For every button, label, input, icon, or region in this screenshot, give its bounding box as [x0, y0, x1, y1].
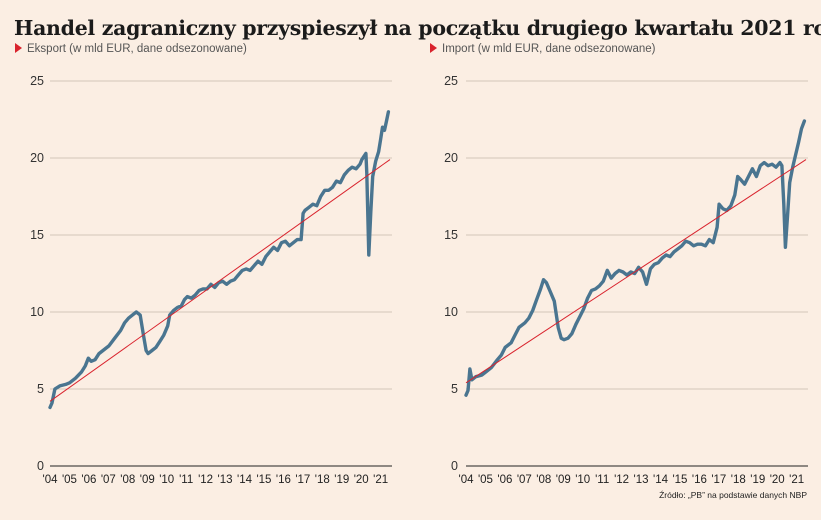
- export-trend-line: [49, 159, 391, 402]
- export-x-tick-label: '11: [179, 474, 193, 486]
- export-x-tick-label: '19: [334, 474, 349, 486]
- export-x-tick-label: '16: [276, 474, 291, 486]
- import-x-tick-label: '19: [750, 474, 765, 486]
- import-x-tick-label: '16: [692, 474, 707, 486]
- import-x-tick-label: '20: [770, 474, 785, 486]
- import-x-tick-label: '14: [653, 474, 669, 486]
- red-triangle-icon: [430, 43, 437, 53]
- export-x-tick-label: '04: [43, 474, 59, 486]
- export-y-tick-label: 10: [30, 305, 44, 319]
- export-x-tick-label: '07: [101, 474, 116, 486]
- export-y-tick-label: 25: [30, 74, 44, 88]
- export-subtitle: Eksport (w mld EUR, dane odsezonowane): [15, 43, 247, 55]
- import-y-tick-label: 0: [451, 459, 458, 473]
- page-title: Handel zagraniczny przyspieszył na począ…: [14, 16, 821, 40]
- export-x-tick-label: '13: [218, 474, 233, 486]
- import-x-tick-label: '18: [731, 474, 746, 486]
- export-x-tick-label: '15: [256, 474, 271, 486]
- export-series-line: [48, 110, 391, 410]
- export-y-tick-label: 5: [37, 382, 44, 396]
- export-x-tick-label: '08: [120, 474, 135, 486]
- export-x-tick-label: '09: [140, 474, 155, 486]
- export-x-tick-label: '18: [315, 474, 330, 486]
- export-y-tick-label: 0: [37, 459, 44, 473]
- import-y-tick-label: 15: [444, 228, 458, 242]
- import-x-tick-label: '09: [556, 474, 571, 486]
- import-y-tick-label: 20: [444, 151, 458, 165]
- import-x-tick-label: '13: [634, 474, 649, 486]
- export-subtitle-text: Eksport (w mld EUR, dane odsezonowane): [27, 43, 247, 55]
- import-trend-line: [465, 159, 807, 384]
- export-x-tick-label: '12: [198, 474, 213, 486]
- import-x-tick-label: '04: [459, 474, 475, 486]
- export-x-tick-label: '21: [373, 474, 388, 486]
- import-x-tick-label: '12: [614, 474, 629, 486]
- import-y-tick-label: 25: [444, 74, 458, 88]
- import-x-tick-label: '07: [517, 474, 532, 486]
- import-y-tick-label: 5: [451, 382, 458, 396]
- export-x-tick-label: '14: [237, 474, 253, 486]
- import-y-tick-label: 10: [444, 305, 458, 319]
- import-x-tick-label: '08: [536, 474, 551, 486]
- import-x-tick-label: '15: [672, 474, 687, 486]
- import-subtitle-text: Import (w mld EUR, dane odsezonowane): [442, 43, 656, 55]
- import-x-tick-label: '21: [789, 474, 804, 486]
- export-y-tick-label: 15: [30, 228, 44, 242]
- import-series-line: [464, 119, 807, 397]
- export-x-tick-label: '10: [159, 474, 174, 486]
- red-triangle-icon: [15, 43, 22, 53]
- import-x-tick-label: '17: [711, 474, 726, 486]
- import-x-tick-label: '11: [595, 474, 609, 486]
- export-x-tick-label: '06: [81, 474, 96, 486]
- import-x-tick-label: '05: [478, 474, 493, 486]
- export-x-tick-label: '05: [62, 474, 77, 486]
- export-x-tick-label: '20: [354, 474, 369, 486]
- import-x-tick-label: '06: [497, 474, 512, 486]
- import-subtitle: Import (w mld EUR, dane odsezonowane): [430, 43, 656, 55]
- source-note: Źródło: „PB” na podstawie danych NBP: [659, 490, 807, 500]
- export-x-tick-label: '17: [295, 474, 310, 486]
- import-x-tick-label: '10: [575, 474, 590, 486]
- export-y-tick-label: 20: [30, 151, 44, 165]
